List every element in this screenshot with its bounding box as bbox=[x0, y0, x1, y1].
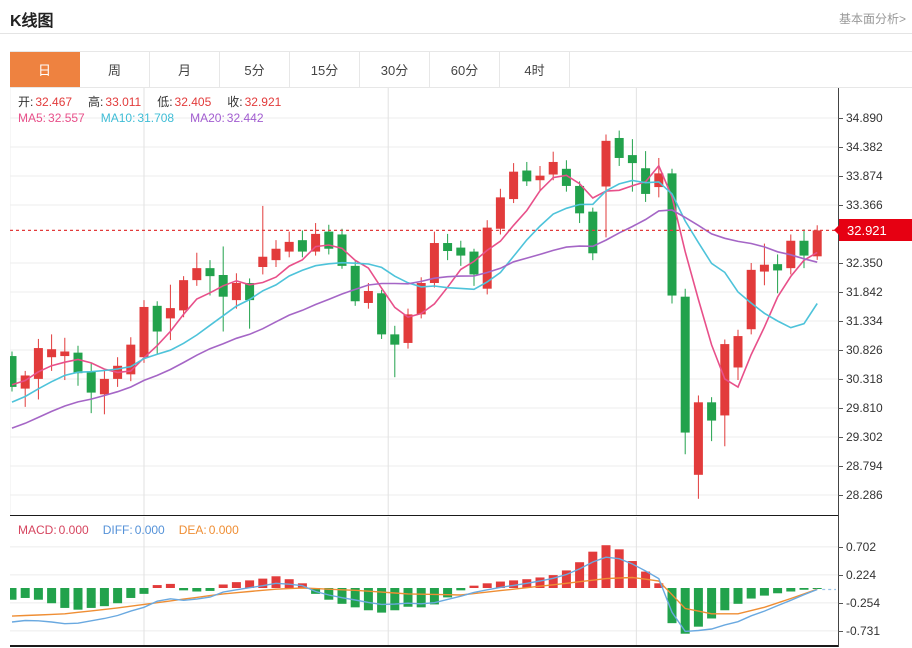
price-axis-line bbox=[838, 88, 839, 647]
readout-item: 高: 33.011 bbox=[88, 95, 142, 109]
macd-axis-tick: 0.224 bbox=[837, 567, 877, 582]
fundamental-analysis-link[interactable]: 基本面分析> bbox=[838, 12, 906, 26]
period-tab-7[interactable]: 4时 bbox=[500, 52, 570, 87]
period-tab-3[interactable]: 5分 bbox=[220, 52, 290, 87]
price-axis-tick: 28.286 bbox=[838, 488, 883, 503]
price-axis-tick: 34.382 bbox=[838, 140, 883, 154]
main-chart-bottom-border bbox=[10, 515, 838, 516]
price-axis-tick: 29.810 bbox=[838, 401, 883, 416]
price-axis-tick: 33.366 bbox=[838, 198, 883, 212]
price-axis-tick: 31.842 bbox=[838, 285, 883, 299]
readout-item: DEA: 0.000 bbox=[178, 523, 239, 537]
macd-readout: MACD: 0.000 DIFF: 0.000 DEA: 0.000 bbox=[18, 523, 239, 537]
current-price-tag: 32.921 bbox=[834, 219, 912, 242]
macd-axis-tick: -0.731 bbox=[837, 623, 881, 638]
readout-item: MA10: 31.708 bbox=[100, 111, 175, 125]
price-axis-tick: 28.794 bbox=[838, 459, 883, 474]
main-candlestick-chart[interactable] bbox=[10, 88, 838, 515]
period-tab-bar: 日周月 5分 15分 30分 60分 4时 bbox=[10, 51, 912, 88]
chart-area: 开: 32.467 高: 33.011 低: 32.405 收: 32.921 MA5: 32.… bbox=[0, 88, 912, 647]
macd-axis-tick: 0.702 bbox=[837, 539, 877, 554]
price-axis-tick: 30.318 bbox=[838, 372, 883, 386]
macd-axis-tick: -0.254 bbox=[837, 595, 881, 610]
price-axis-tick: 33.874 bbox=[838, 169, 883, 183]
ohlc-readout: 开: 32.467 高: 33.011 低: 32.405 收: 32.921 bbox=[18, 93, 281, 110]
macd-sub-chart[interactable] bbox=[10, 517, 838, 647]
price-axis-tick: 32.350 bbox=[838, 256, 883, 270]
readout-item: 低: 32.405 bbox=[157, 95, 212, 109]
readout-item: DIFF: 0.000 bbox=[102, 523, 165, 537]
price-axis-tick: 31.334 bbox=[838, 314, 883, 328]
page-title: K线图 bbox=[10, 13, 54, 30]
price-axis-tick: 30.826 bbox=[838, 343, 883, 357]
price-axis-tick: 29.302 bbox=[838, 430, 883, 445]
readout-item: 收: 32.921 bbox=[227, 95, 282, 109]
ma-readout: MA5: 32.557 MA10: 31.708 MA20: 32.442 bbox=[18, 111, 264, 125]
readout-item: MA20: 32.442 bbox=[190, 111, 264, 125]
readout-item: MA5: 32.557 bbox=[18, 111, 85, 125]
period-tab-5[interactable]: 30分 bbox=[360, 52, 430, 87]
period-tab-4[interactable]: 15分 bbox=[290, 52, 360, 87]
header-divider bbox=[0, 33, 912, 34]
period-tab-2[interactable]: 月 bbox=[150, 52, 220, 87]
period-tab-1[interactable]: 周 bbox=[80, 52, 150, 87]
macd-bottom-border bbox=[10, 645, 838, 647]
price-axis-tick: 34.890 bbox=[838, 111, 883, 125]
period-tab-0[interactable]: 日 bbox=[10, 52, 80, 87]
readout-item: 开: 32.467 bbox=[18, 95, 73, 109]
period-tab-6[interactable]: 60分 bbox=[430, 52, 500, 87]
readout-item: MACD: 0.000 bbox=[18, 523, 89, 537]
